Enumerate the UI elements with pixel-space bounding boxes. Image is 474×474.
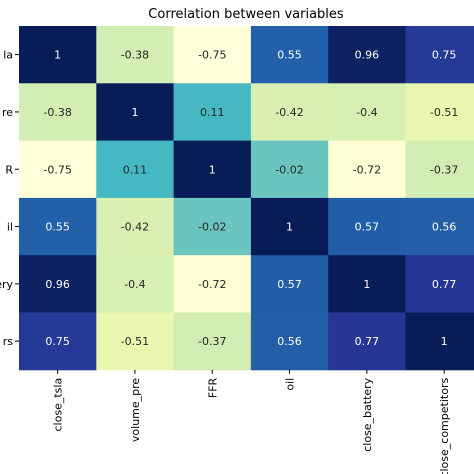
- cell-value-label: -0.72: [198, 278, 226, 291]
- heatmap-cell: [96, 255, 175, 313]
- heatmap-cell: [328, 255, 406, 313]
- x-tick-label: close_tsla: [52, 378, 65, 432]
- cell-value-label: 1: [441, 335, 448, 348]
- cell-value-label: 1: [131, 106, 138, 119]
- heatmap-cell: [173, 312, 252, 371]
- heatmap-cell: [96, 140, 175, 199]
- cell-value-label: 1: [209, 163, 216, 176]
- cell-value-label: -0.51: [121, 335, 149, 348]
- heatmap-cell: [250, 83, 329, 142]
- cell-value-label: -0.75: [198, 49, 226, 62]
- cell-value-label: -0.38: [43, 106, 71, 119]
- heatmap-cell: [96, 83, 175, 142]
- cell-value-label: -0.38: [121, 49, 149, 62]
- heatmap-cells: [19, 26, 474, 371]
- cell-value-label: -0.75: [43, 163, 71, 176]
- cell-value-label: 0.57: [277, 278, 302, 291]
- cell-value-label: -0.42: [121, 221, 149, 234]
- cell-value-label: 0.55: [277, 49, 302, 62]
- heatmap-cell: [173, 197, 252, 256]
- cell-value-label: 0.77: [355, 335, 380, 348]
- heatmap-cell: [19, 26, 97, 84]
- cell-value-label: -0.37: [198, 335, 226, 348]
- x-tick-label: oil: [284, 378, 297, 391]
- cell-value-label: 0.96: [45, 278, 70, 291]
- heatmap-cell: [405, 255, 474, 313]
- heatmap-cell: [405, 26, 474, 84]
- cell-value-label: 1: [286, 221, 293, 234]
- heatmap-cell: [405, 312, 474, 371]
- y-tick-label: R: [5, 163, 13, 176]
- cell-value-label: -0.02: [198, 221, 226, 234]
- heatmap-cell: [19, 255, 97, 313]
- y-axis-ticks: la re Ril ery rs: [0, 49, 19, 348]
- heatmap-cell: [19, 197, 97, 256]
- cell-value-label: 0.75: [432, 49, 457, 62]
- y-tick-label: la: [3, 49, 13, 62]
- heatmap-cell: [19, 140, 97, 199]
- heatmap-cell: [250, 140, 329, 199]
- x-tick-label: close_battery: [361, 377, 374, 451]
- heatmap-cell: [328, 26, 406, 84]
- heatmap-cell: [173, 255, 252, 313]
- cell-value-label: 0.77: [432, 278, 457, 291]
- cell-value-label: -0.37: [430, 163, 458, 176]
- x-axis-ticks: close_tsla volume_pre FFR oil close_battery c…: [52, 369, 451, 474]
- cell-value-label: 0.96: [355, 49, 380, 62]
- cell-value-label: 0.75: [45, 335, 70, 348]
- heatmap-cell: [19, 312, 97, 371]
- cell-value-label: 0.57: [355, 221, 380, 234]
- cell-value-label: -0.02: [275, 163, 303, 176]
- y-tick-label: rs: [3, 335, 14, 348]
- x-tick-label: close_competitors: [438, 378, 451, 474]
- heatmap-cell: [250, 255, 329, 313]
- heatmap-cell: [250, 197, 329, 256]
- cell-value-label: -0.72: [353, 163, 381, 176]
- y-tick-label: re: [2, 106, 13, 119]
- heatmap-cell: [250, 312, 329, 371]
- heatmap-cell: [405, 140, 474, 199]
- heatmap-cell: [173, 83, 252, 142]
- cell-value-label: -0.42: [275, 106, 303, 119]
- heatmap-cell: [173, 140, 252, 199]
- y-tick-label: ery: [0, 278, 13, 291]
- heatmap-cell: [328, 312, 406, 371]
- y-tick-label: il: [7, 221, 13, 234]
- cell-value-label: 1: [54, 49, 61, 62]
- heatmap-cell: [328, 197, 406, 256]
- heatmap-value-labels: 1 -0.38 -0.75 0.55 0.96 0.75 -0.38 1 0.11 -0.42 -0…: [43, 49, 458, 348]
- heatmap-cell: [173, 26, 252, 84]
- cell-value-label: 0.56: [277, 335, 302, 348]
- cell-value-label: -0.4: [124, 278, 145, 291]
- x-tick-label: volume_pre: [129, 378, 142, 443]
- heatmap-cell: [19, 83, 97, 142]
- heatmap-cell: [328, 83, 406, 142]
- heatmap-cell: [96, 197, 175, 256]
- heatmap-cell: [405, 83, 474, 142]
- cell-value-label: 0.11: [123, 163, 148, 176]
- chart-title: Correlation between variables: [148, 7, 344, 22]
- cell-value-label: -0.4: [356, 106, 377, 119]
- heatmap-cell: [328, 140, 406, 199]
- cell-value-label: 1: [363, 278, 370, 291]
- heatmap-cell: [250, 26, 329, 84]
- x-tick-label: FFR: [206, 377, 219, 398]
- cell-value-label: 0.11: [200, 106, 225, 119]
- cell-value-label: -0.51: [430, 106, 458, 119]
- cell-value-label: 0.56: [432, 221, 457, 234]
- cell-value-label: 0.55: [45, 221, 70, 234]
- heatmap-cell: [96, 26, 175, 84]
- heatmap-cell: [96, 312, 175, 371]
- heatmap-cell: [405, 197, 474, 256]
